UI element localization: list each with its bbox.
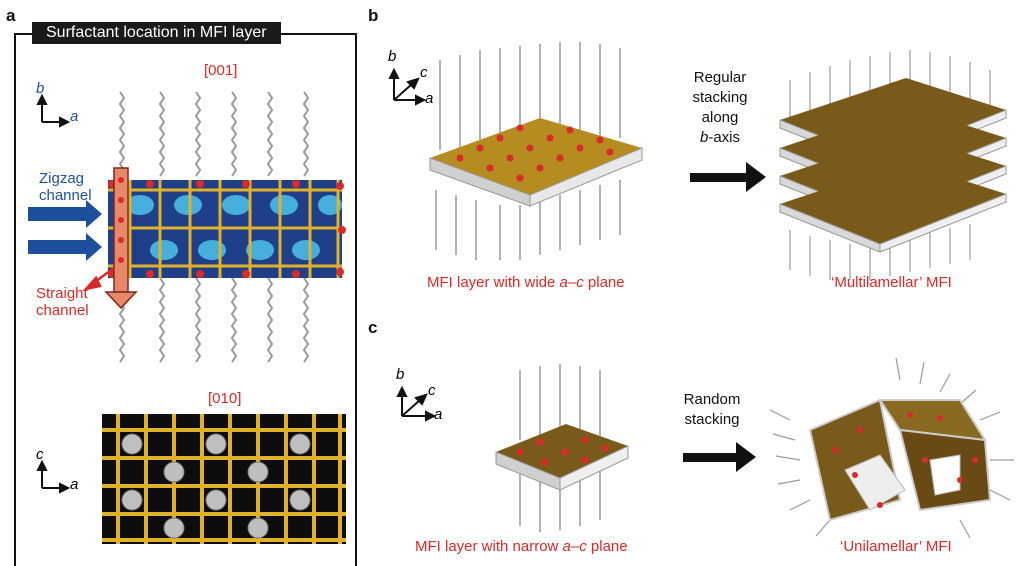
axis-a-label-c: a bbox=[434, 406, 443, 423]
panel-c-label: c bbox=[368, 318, 378, 337]
axis-c-label-b: c bbox=[420, 64, 428, 81]
multilamellar-stack bbox=[779, 50, 1007, 280]
regular-line4-rest: -axis bbox=[708, 129, 740, 146]
axes-c-icon bbox=[396, 385, 437, 422]
unilamellar-caption: ‘Unilamellar’ MFI bbox=[840, 538, 952, 555]
axis-c-label-a: c bbox=[36, 446, 44, 463]
stacking-arrow-c-icon bbox=[683, 442, 756, 472]
straight-channel-arrow-icon bbox=[104, 167, 138, 310]
view-001-label: [001] bbox=[204, 62, 238, 79]
straight-channel-pointer-icon bbox=[82, 266, 115, 292]
straight-channel-label: Straight channel bbox=[36, 285, 89, 319]
stacking-arrow-b-icon bbox=[690, 162, 766, 192]
straight-line2: channel bbox=[36, 302, 89, 319]
axes-b-icon bbox=[388, 67, 427, 106]
axis-a-label-bottom: a bbox=[70, 476, 79, 493]
zigzag-line1: Zigzag bbox=[39, 170, 85, 187]
axis-b-label-b: b bbox=[388, 48, 397, 65]
panel-a-label: a bbox=[6, 6, 16, 25]
narrow-caption-pre: MFI layer with narrow bbox=[415, 538, 563, 555]
regular-line2: stacking bbox=[692, 89, 748, 106]
surfactant-chains-a bbox=[118, 91, 310, 363]
axis-b-label-c: b bbox=[396, 366, 405, 383]
axes-ba-icon bbox=[36, 93, 71, 128]
panel-a-title: Surfactant location in MFI layer bbox=[32, 22, 281, 44]
random-line2: stacking bbox=[684, 411, 740, 428]
zigzag-line2: channel bbox=[39, 187, 92, 204]
narrow-caption-post: plane bbox=[586, 538, 628, 555]
random-stacking-label: Random stacking bbox=[672, 390, 752, 430]
axes-ca-icon bbox=[36, 459, 71, 494]
axis-b-label: b bbox=[36, 80, 45, 97]
regular-line1: Regular bbox=[693, 69, 747, 86]
regular-line3: along bbox=[701, 109, 739, 126]
wide-mfi-layer bbox=[429, 42, 643, 260]
regular-stacking-label: Regular stacking along b-axis bbox=[684, 68, 756, 148]
regular-line4-italic: b bbox=[699, 129, 709, 146]
wide-layer-caption: MFI layer with wide a–c plane bbox=[427, 274, 625, 291]
panel-b-label: b bbox=[368, 6, 379, 25]
axis-a-label: a bbox=[70, 108, 79, 125]
wide-caption-pre: MFI layer with wide bbox=[427, 274, 560, 291]
mfi-framework-010 bbox=[102, 414, 346, 544]
unilamellar-cluster bbox=[769, 357, 1014, 539]
axis-a-label-b: a bbox=[425, 90, 434, 107]
narrow-caption-italic: a–c bbox=[562, 538, 587, 555]
zigzag-channel-arrow-icon bbox=[28, 200, 102, 261]
random-line1: Random bbox=[683, 391, 741, 408]
axis-c-label-c: c bbox=[428, 382, 436, 399]
view-010-label: [010] bbox=[208, 390, 242, 407]
multilamellar-caption: ‘Multilamellar’ MFI bbox=[831, 274, 952, 291]
narrow-mfi-layer bbox=[495, 364, 629, 532]
zigzag-channel-label: Zigzag channel bbox=[39, 170, 92, 204]
mfi-layer-001 bbox=[108, 180, 346, 278]
narrow-layer-caption: MFI layer with narrow a–c plane bbox=[415, 538, 628, 555]
wide-caption-italic: a–c bbox=[559, 274, 584, 291]
regular-line4: b-axis bbox=[684, 128, 756, 148]
straight-line1: Straight bbox=[36, 285, 88, 302]
wide-caption-post: plane bbox=[583, 274, 625, 291]
